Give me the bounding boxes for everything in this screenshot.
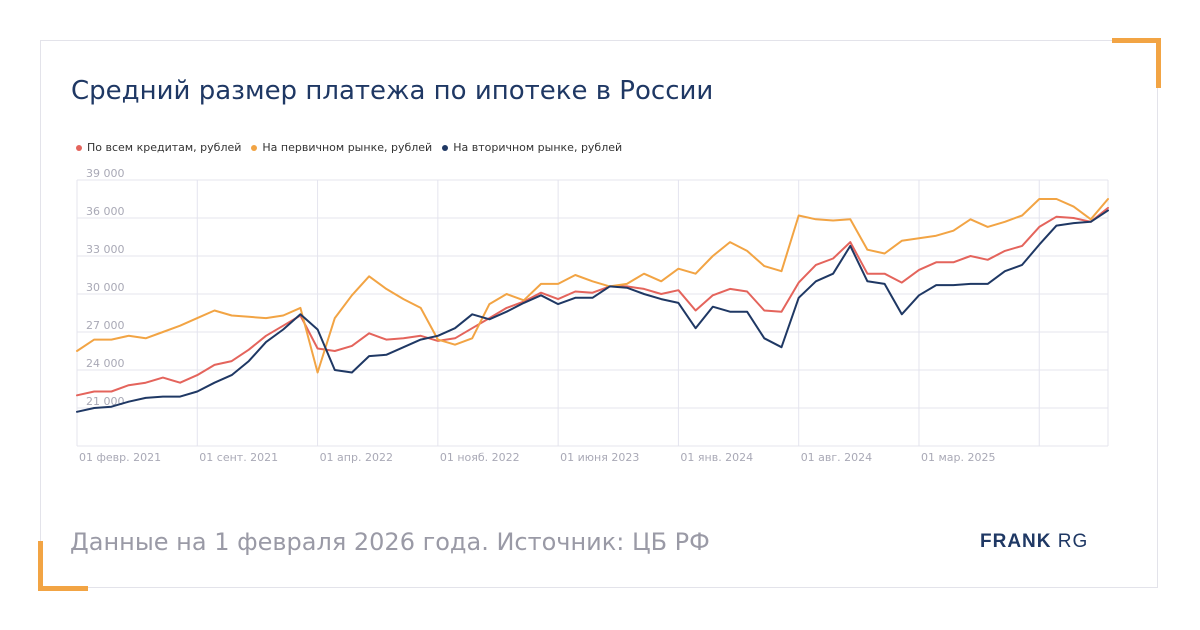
- legend-item-secondary[interactable]: На вторичном рынке, рублей: [442, 141, 622, 154]
- series-line-0: [76, 206, 1109, 397]
- footer-source-note: Данные на 1 февраля 2026 года. Источник:…: [70, 528, 710, 556]
- chart-title: Средний размер платежа по ипотеке в Росс…: [71, 76, 714, 106]
- x-tick-label: 01 янв. 2024: [680, 451, 753, 464]
- series-line-2: [76, 209, 1109, 413]
- legend-label-primary: На первичном рынке, рублей: [262, 141, 433, 154]
- legend-label-secondary: На вторичном рынке, рублей: [453, 141, 623, 154]
- y-tick-label: 36 000: [86, 205, 125, 218]
- legend-label-all: По всем кредитам, рублей: [87, 141, 242, 154]
- y-tick-label: 39 000: [86, 167, 125, 180]
- legend-dot-all: [76, 144, 82, 151]
- legend-item-all[interactable]: По всем кредитам, рублей: [76, 141, 241, 154]
- chart-legend: По всем кредитам, рублей На первичном ры…: [76, 141, 622, 154]
- corner-accent-top-right-v: [1156, 38, 1161, 88]
- x-tick-label: 01 апр. 2022: [320, 451, 393, 464]
- brand-part-2: RG: [1057, 531, 1089, 552]
- y-tick-label: 21 000: [86, 395, 125, 408]
- series-line-1: [76, 198, 1109, 374]
- y-tick-label: 33 000: [86, 243, 125, 256]
- legend-dot-primary: [251, 144, 258, 151]
- y-tick-label: 27 000: [86, 319, 125, 332]
- legend-dot-secondary: [442, 144, 449, 151]
- x-tick-label: 01 нояб. 2022: [440, 451, 520, 464]
- x-tick-label: 01 мар. 2025: [921, 451, 996, 464]
- x-tick-label: 01 авг. 2024: [801, 451, 872, 464]
- y-tick-label: 24 000: [86, 357, 125, 370]
- brand-part-1: FRANK: [980, 531, 1052, 552]
- x-tick-label: 01 сент. 2021: [199, 451, 278, 464]
- legend-item-primary[interactable]: На первичном рынке, рублей: [251, 141, 432, 154]
- brand-logo: FRANK RG: [980, 531, 1088, 553]
- corner-accent-top-right-h: [1112, 38, 1161, 43]
- x-tick-label: 01 февр. 2021: [79, 451, 161, 464]
- y-tick-label: 30 000: [86, 281, 125, 294]
- corner-accent-bottom-left-v: [38, 541, 43, 591]
- x-tick-label: 01 июня 2023: [560, 451, 639, 464]
- corner-accent-bottom-left-h: [38, 586, 88, 591]
